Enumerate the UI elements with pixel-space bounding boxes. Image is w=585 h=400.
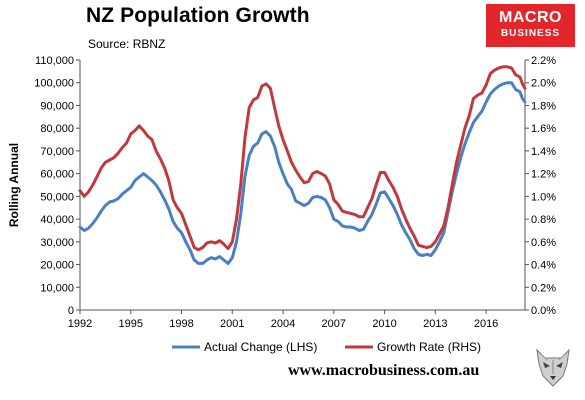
x-tick-label: 2013 xyxy=(423,318,447,330)
y-tick-label-left: 0 xyxy=(68,305,74,317)
y-tick-label-right: 1.8% xyxy=(531,100,556,112)
chart-title: NZ Population Growth xyxy=(86,4,310,27)
x-tick-label: 2007 xyxy=(322,318,346,330)
series-line-1 xyxy=(78,81,527,265)
y-tick-label-right: 1.0% xyxy=(531,191,556,203)
y-tick-label-left: 110,000 xyxy=(35,55,74,67)
x-tick-label: 2004 xyxy=(271,318,295,330)
y-tick-label-right: 0.8% xyxy=(531,214,556,226)
x-tick-label: 1995 xyxy=(119,318,143,330)
x-tick-label: 2001 xyxy=(220,318,244,330)
y-tick-label-right: 1.4% xyxy=(531,146,556,158)
x-tick-label: 1992 xyxy=(68,318,92,330)
x-tick-label: 2016 xyxy=(474,318,498,330)
brand-logo: MACRO BUSINESS xyxy=(486,4,575,47)
y-tick-label-right: 0.0% xyxy=(531,305,556,317)
y-tick-label-left: 30,000 xyxy=(40,237,74,249)
y-tick-label-left: 90,000 xyxy=(40,100,74,112)
legend-label-2: Growth Rate (RHS) xyxy=(377,340,481,354)
y-tick-label-left: 20,000 xyxy=(40,260,74,272)
y-tick-label-left: 80,000 xyxy=(40,123,74,135)
y-tick-label-left: 50,000 xyxy=(40,191,74,203)
y-tick-label-right: 1.6% xyxy=(531,123,556,135)
y-tick-label-left: 70,000 xyxy=(40,146,74,158)
logo-line-1: MACRO xyxy=(499,9,562,26)
y-axis-title: Rolling Annual xyxy=(7,143,21,227)
y-tick-label-left: 10,000 xyxy=(40,282,74,294)
y-tick-label-left: 100,000 xyxy=(34,78,74,90)
y-tick-label-right: 0.2% xyxy=(531,282,556,294)
source-label: Source: RBNZ xyxy=(88,37,166,51)
wolf-icon xyxy=(536,348,570,387)
y-tick-label-left: 40,000 xyxy=(40,214,74,226)
x-tick-label: 2010 xyxy=(372,318,396,330)
y-tick-label-right: 0.4% xyxy=(531,260,556,272)
legend-label-1: Actual Change (LHS) xyxy=(204,340,317,354)
y-tick-label-right: 1.2% xyxy=(531,169,556,181)
series-line-2 xyxy=(78,65,527,252)
x-tick-label: 1998 xyxy=(169,318,193,330)
y-tick-label-right: 0.6% xyxy=(531,237,556,249)
logo-line-2: BUSINESS xyxy=(500,28,561,39)
y-tick-label-right: 2.2% xyxy=(531,55,556,67)
y-tick-label-right: 2.0% xyxy=(531,78,556,90)
y-tick-label-left: 60,000 xyxy=(40,169,74,181)
website-link[interactable]: www.macrobusiness.com.au xyxy=(288,362,480,379)
